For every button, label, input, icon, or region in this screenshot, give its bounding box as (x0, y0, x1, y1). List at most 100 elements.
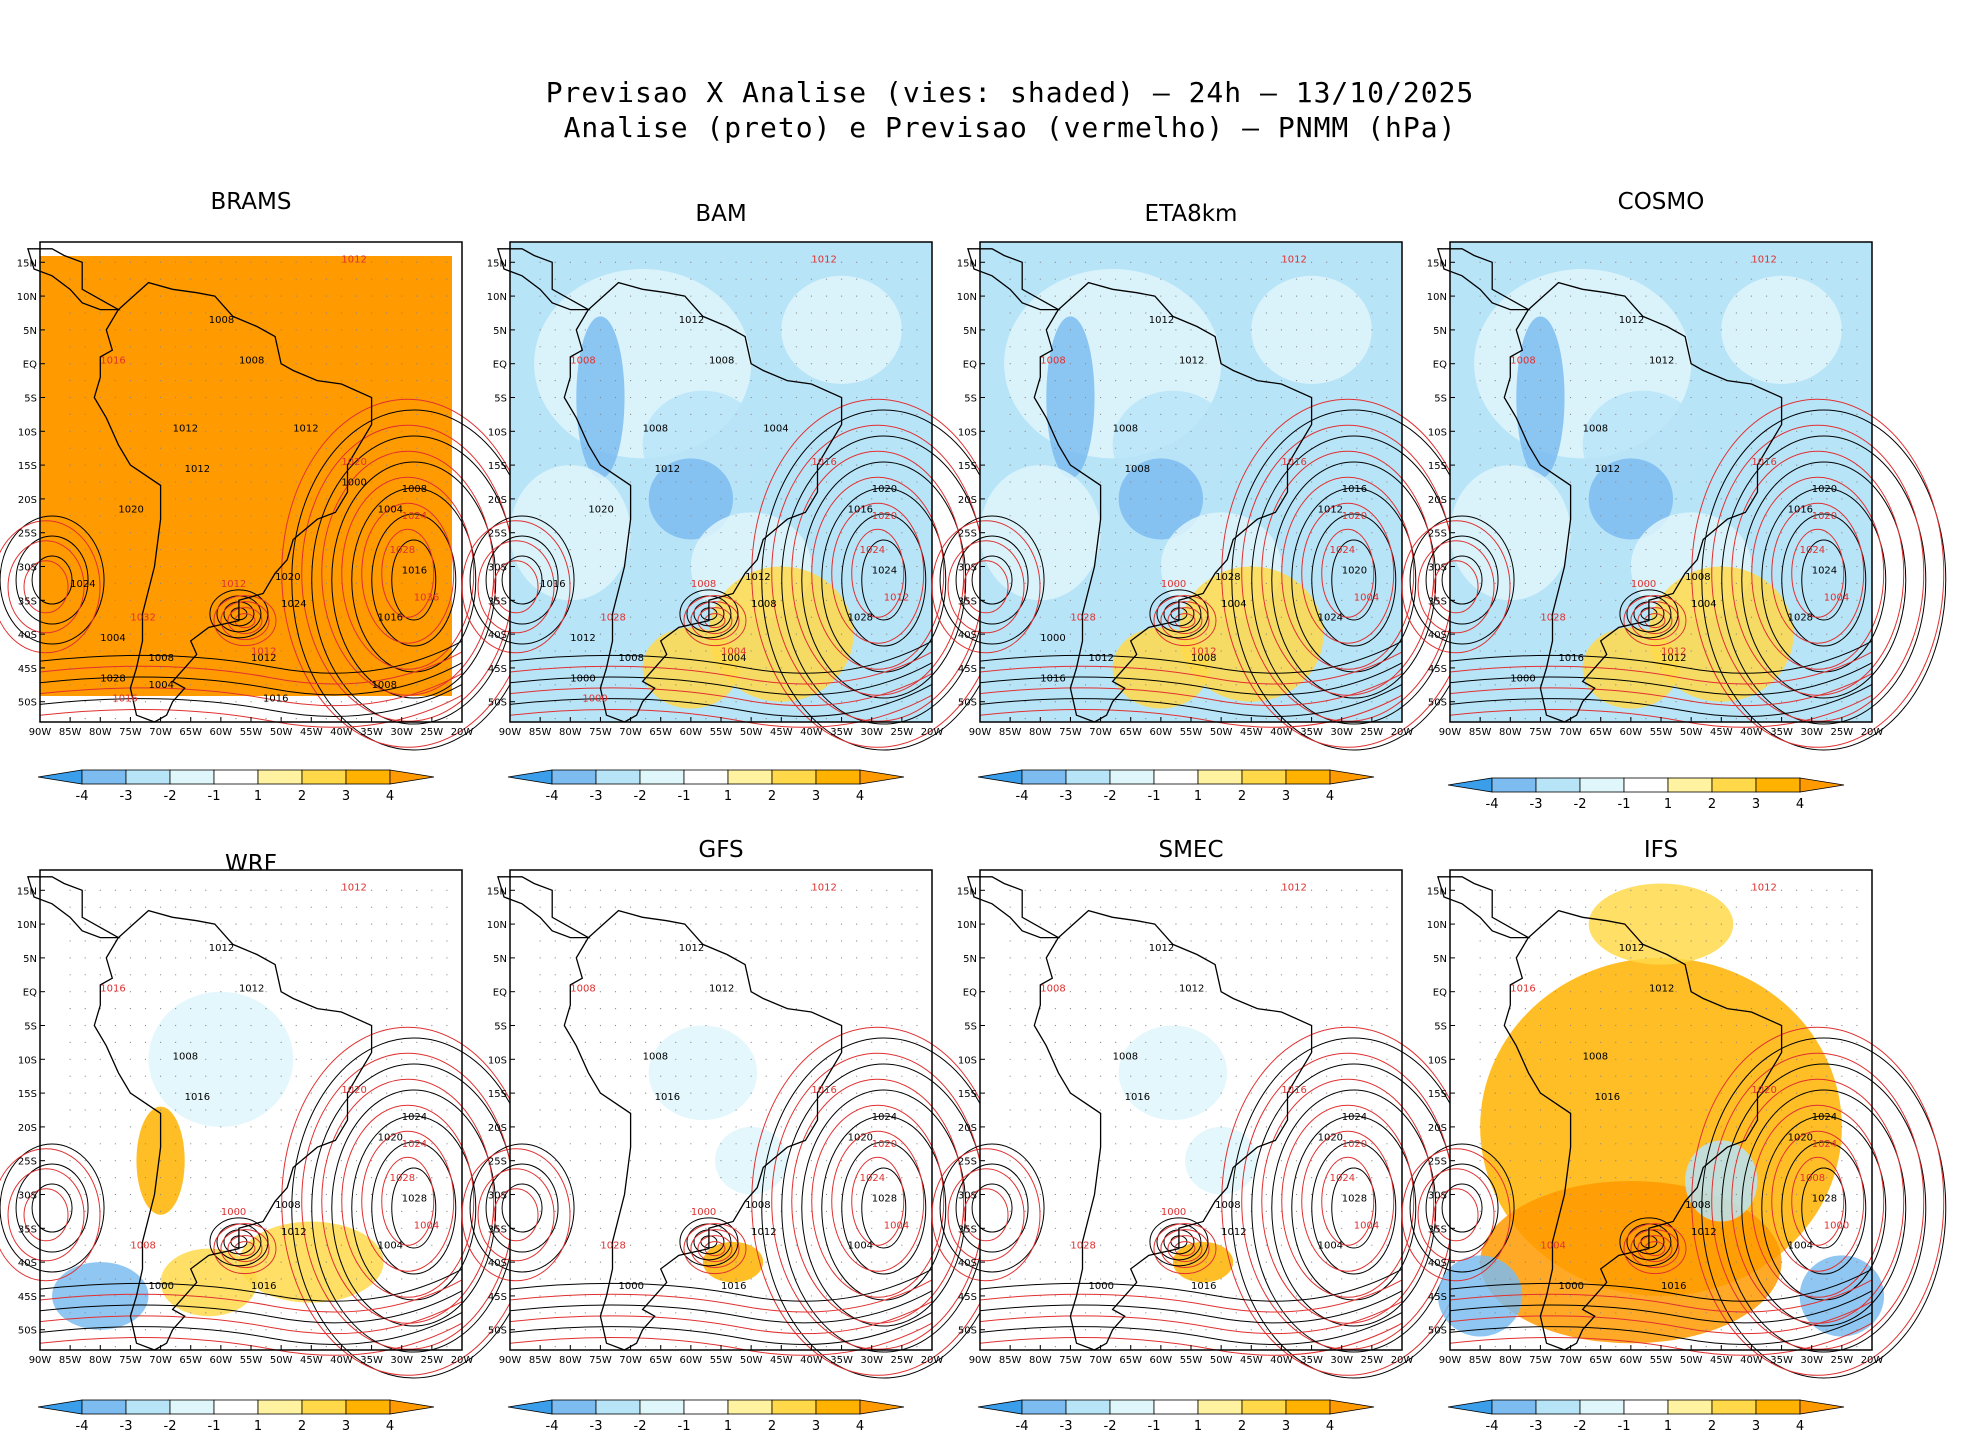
colorbar-label: -2 (164, 789, 177, 804)
isobar-label-analysis: 1004 (848, 1241, 873, 1252)
central-america-outline (967, 248, 1061, 311)
isobar-label-forecast: 1016 (811, 1085, 836, 1096)
colorbar-label: 4 (386, 1419, 394, 1434)
x-tick-label: 60W (210, 1355, 233, 1366)
colorbar-label: 3 (1282, 1419, 1290, 1434)
colorbar-swatch (125, 769, 171, 785)
x-tick-label: 50W (740, 727, 763, 738)
x-tick-label: 45W (300, 1355, 323, 1366)
colorbar-label: -1 (208, 1419, 221, 1434)
figure-title-line1: Previsao X Analise (vies: shaded) – 24h … (545, 76, 1475, 109)
colorbar-label: 2 (1708, 1419, 1716, 1434)
y-tick-label: 20S (958, 1123, 977, 1134)
isobar-label-analysis: 1012 (570, 633, 595, 644)
isobar-label-analysis: 1016 (1661, 1281, 1686, 1292)
isobar-label-analysis: 1000 (1040, 633, 1065, 644)
colorbar-swatch (1535, 1399, 1581, 1415)
isobar-labels: 1008100810121012100410081016101610201024… (70, 254, 439, 704)
colorbar-swatch (1667, 1399, 1713, 1415)
colorbar-label: -3 (590, 789, 603, 804)
isobar-label-analysis: 1016 (848, 504, 873, 515)
y-tick-label: 20S (488, 1123, 507, 1134)
y-tick-label: 30S (488, 1191, 507, 1202)
x-tick-label: 35W (830, 727, 853, 738)
isobar-label-analysis: 1016 (263, 694, 288, 705)
colorbar-swatch (551, 769, 597, 785)
colorbar-swatch (1109, 769, 1155, 785)
isobar-label-forecast: 1028 (1540, 613, 1565, 624)
axes: 90W 85W 80W 75W 70W 65W 60W 55W 50W 45W 40W 35W 30W 2… (17, 258, 474, 738)
colorbar-label: 1 (1664, 1419, 1672, 1434)
colorbar-label: 4 (1326, 1419, 1334, 1434)
colorbar-label: 4 (1796, 797, 1804, 812)
colorbar-swatch (683, 769, 729, 785)
x-tick-label: 65W (1589, 727, 1612, 738)
y-tick-label: 10N (957, 292, 977, 303)
y-tick-label: 15N (17, 258, 37, 269)
isobar-label-forecast: 1028 (1070, 613, 1095, 624)
isobar-label-forecast: 1016 (811, 457, 836, 468)
x-tick-label: 30W (1330, 1355, 1353, 1366)
colorbar-label: -2 (1574, 797, 1587, 812)
isobar-label-analysis: 1012 (1318, 504, 1343, 515)
x-tick-label: 90W (29, 1355, 52, 1366)
isobar-label-analysis: 1024 (1812, 1112, 1837, 1123)
x-tick-label: 85W (529, 1355, 552, 1366)
colorbar-label: -3 (1060, 789, 1073, 804)
isobar-label-forecast: 1008 (570, 356, 595, 367)
map-ifs: 1012101210081016102010241028100410081012… (1401, 869, 1947, 1379)
y-tick-label: 45S (488, 1292, 507, 1303)
isobar-label-analysis: 1020 (275, 572, 300, 583)
x-tick-label: 40W (1270, 1355, 1293, 1366)
x-tick-label: 65W (1589, 1355, 1612, 1366)
isobar-label-analysis: 1012 (751, 1227, 776, 1238)
colorbar-swatch (1667, 777, 1713, 793)
isobar-label-analysis: 1008 (619, 653, 644, 664)
colorbar-arrow-right (389, 769, 435, 785)
y-tick-label: 25S (958, 529, 977, 540)
isobar-label-analysis: 1012 (251, 653, 276, 664)
x-tick-label: 25W (1361, 1355, 1384, 1366)
x-tick-label: 55W (1650, 727, 1673, 738)
x-tick-label: 65W (1119, 1355, 1142, 1366)
bias-blob (1118, 1025, 1228, 1121)
x-tick-label: 45W (1710, 727, 1733, 738)
colorbar: -4 -3 -2 -1 1 2 3 4 (37, 769, 435, 804)
isobar-label-analysis: 1016 (1788, 504, 1813, 515)
isobar-label-forecast: 1004 (1824, 592, 1849, 603)
isobar-label-forecast: 1012 (884, 592, 909, 603)
bias-blob (648, 1025, 758, 1121)
isobar-labels: 1012100810081012101610201024102810121008… (540, 254, 909, 704)
colorbar-label: -3 (120, 1419, 133, 1434)
x-tick-label: 60W (1150, 727, 1173, 738)
colorbar-swatch (1623, 777, 1669, 793)
x-tick-label: 35W (360, 1355, 383, 1366)
colorbar-arrow-right (389, 1399, 435, 1415)
isobar-label-analysis: 1016 (1595, 1092, 1620, 1103)
y-tick-label: 10S (958, 427, 977, 438)
y-tick-label: 30S (1428, 1191, 1447, 1202)
central-america-outline (497, 876, 591, 939)
x-tick-label: 20W (921, 727, 944, 738)
south-america-outline (93, 909, 373, 1351)
colorbar-label: -3 (1530, 1419, 1543, 1434)
y-tick-label: 50S (958, 698, 977, 709)
y-tick-label: 45S (958, 1292, 977, 1303)
colorbar-swatch (595, 1399, 641, 1415)
x-tick-label: 75W (119, 1355, 142, 1366)
isobar-label-analysis: 1024 (70, 579, 95, 590)
isobar-label-analysis: 1008 (372, 680, 397, 691)
x-tick-label: 30W (1330, 727, 1353, 738)
colorbar-arrow-left (507, 1399, 553, 1415)
isobar-label-analysis: 1012 (1595, 464, 1620, 475)
isobar-label-analysis: 1024 (281, 599, 306, 610)
y-tick-label: 45S (488, 664, 507, 675)
y-tick-label: 40S (488, 1258, 507, 1269)
x-tick-label: 75W (589, 1355, 612, 1366)
x-tick-label: 40W (330, 727, 353, 738)
panel-title: BAM (695, 201, 747, 227)
x-tick-label: 60W (680, 1355, 703, 1366)
x-tick-label: 25W (891, 727, 914, 738)
y-tick-label: 5N (1433, 326, 1447, 337)
colorbar: -4 -3 -2 -1 1 2 3 4 (507, 769, 905, 804)
